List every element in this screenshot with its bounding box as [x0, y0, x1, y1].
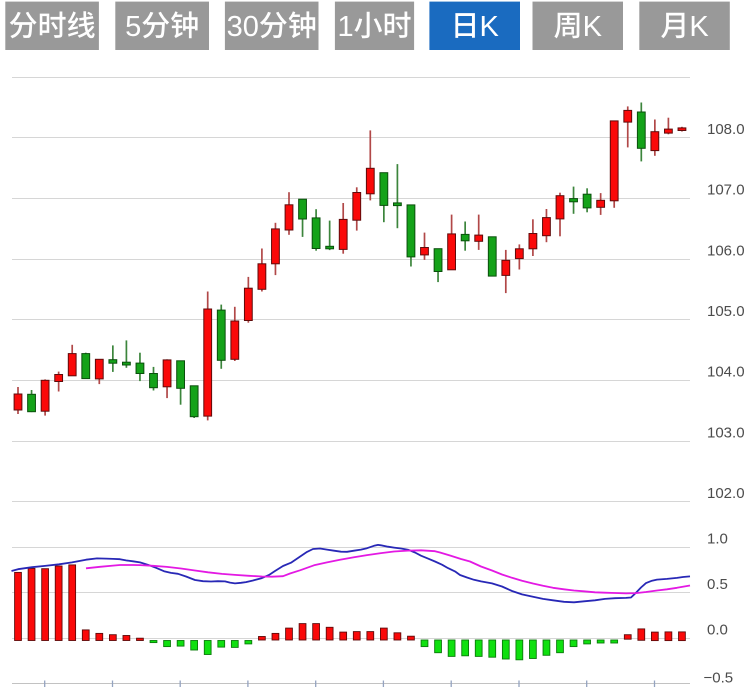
svg-text:K: K	[480, 11, 500, 43]
svg-text:K: K	[689, 11, 709, 43]
svg-text:104.0: 104.0	[707, 364, 745, 381]
svg-text:0.0: 0.0	[707, 622, 728, 639]
svg-text:1: 1	[337, 11, 353, 43]
svg-text:107.0: 107.0	[707, 182, 745, 199]
svg-text:0: 0	[243, 11, 259, 43]
svg-text:0.5: 0.5	[707, 576, 728, 593]
svg-text:106.0: 106.0	[707, 242, 745, 259]
svg-text:103.0: 103.0	[707, 424, 745, 441]
svg-text:108.0: 108.0	[707, 121, 745, 138]
svg-text:−0.5: −0.5	[704, 669, 734, 686]
svg-text:K: K	[583, 11, 603, 43]
svg-text:5: 5	[125, 11, 141, 43]
svg-text:1.0: 1.0	[707, 530, 728, 547]
svg-text:105.0: 105.0	[707, 303, 745, 320]
svg-text:3: 3	[227, 11, 243, 43]
svg-text:102.0: 102.0	[707, 485, 745, 502]
